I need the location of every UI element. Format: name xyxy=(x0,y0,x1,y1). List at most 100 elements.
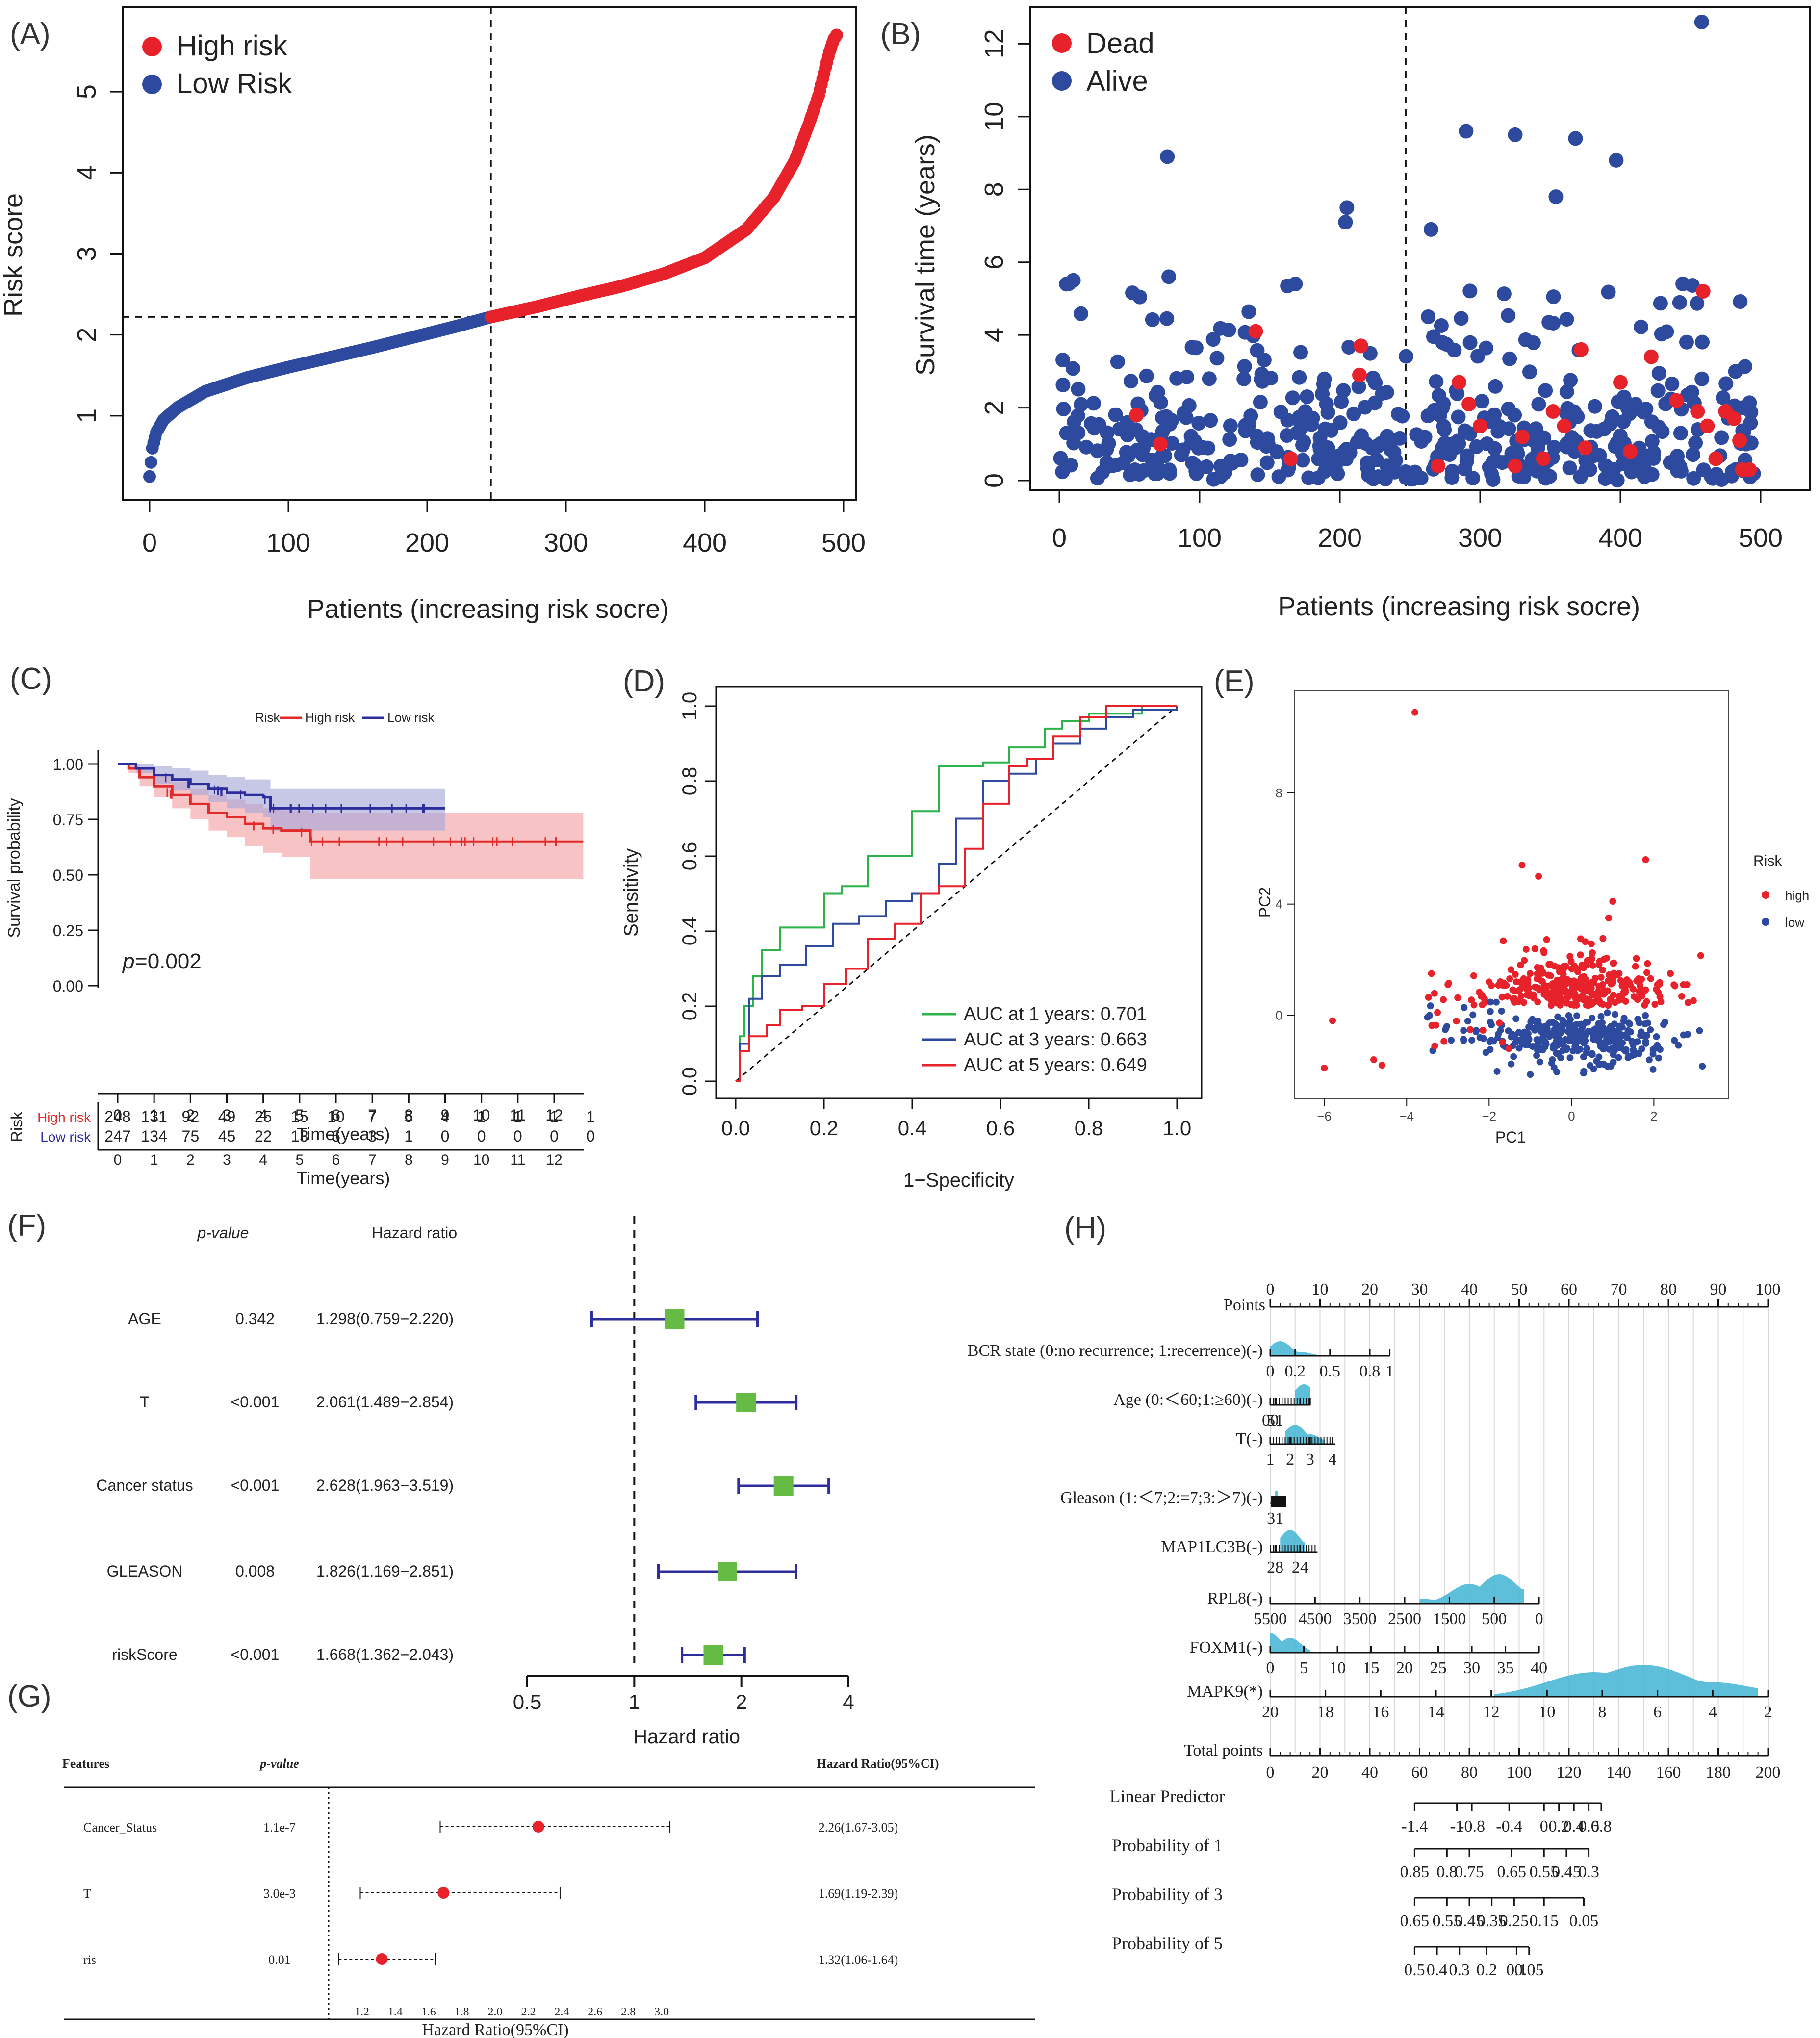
data-point-high xyxy=(1522,978,1529,985)
pvalue-label: p xyxy=(122,949,134,973)
x-tick-label: 200 xyxy=(405,528,449,558)
risk-table-count: 134 xyxy=(141,1127,167,1145)
data-point-alive xyxy=(1673,426,1688,441)
data-point-low xyxy=(1615,1044,1622,1051)
data-point-alive xyxy=(1369,453,1384,468)
total-points-tick-label: 100 xyxy=(1507,1763,1532,1782)
total-points-tick-label: 180 xyxy=(1706,1763,1731,1782)
x-tick-label: 4 xyxy=(259,1106,268,1124)
lp-tick-label: 0.2 xyxy=(1548,1817,1569,1835)
y-tick-label: 0.25 xyxy=(53,922,83,940)
density-shape xyxy=(1419,1574,1524,1604)
data-point-low xyxy=(1554,1042,1561,1049)
data-point-high xyxy=(1428,970,1435,977)
data-point-alive xyxy=(1378,471,1393,486)
y-tick-label: 8 xyxy=(1276,786,1282,800)
data-point-alive xyxy=(1108,407,1123,422)
data-point-dead xyxy=(1708,451,1723,466)
density-shape xyxy=(1270,1341,1320,1356)
data-point-spread xyxy=(1473,1027,1480,1034)
data-point-high xyxy=(1534,998,1541,1006)
data-point-dead xyxy=(1353,338,1368,354)
hr-marker xyxy=(376,1953,388,1965)
x-axis-label: Hazard ratio xyxy=(633,1726,740,1748)
nomogram-tick-label: 3500 xyxy=(1343,1610,1377,1628)
data-point-high xyxy=(1615,970,1623,977)
risk-table-x-tick-label: 11 xyxy=(510,1152,525,1168)
probability-tick-label: 0.3 xyxy=(1578,1863,1599,1881)
data-point-high xyxy=(1574,968,1581,975)
legend-marker-dead xyxy=(1052,33,1072,53)
y-tick-label: 0.2 xyxy=(678,992,701,1020)
y-tick-label: 12 xyxy=(979,29,1009,58)
points-tick-label: 90 xyxy=(1710,1280,1727,1299)
risk-table-x-tick-label: 0 xyxy=(114,1152,122,1168)
row-pvalue: <0.001 xyxy=(231,1646,280,1663)
risk-table-count: 3 xyxy=(368,1127,377,1145)
panel-a: 0 100 200 300 400 500 1 2 3 4 5 Patients (increasin… xyxy=(0,6,866,624)
data-point-alive xyxy=(1188,463,1204,479)
data-point-alive xyxy=(1447,342,1462,357)
data-point-alive xyxy=(1598,458,1613,473)
data-point-low xyxy=(1609,1033,1616,1041)
y-tick-label: 5 xyxy=(72,84,102,99)
nomogram-tick-label: 3 xyxy=(1306,1451,1314,1469)
total-points-label: Total points xyxy=(1184,1741,1263,1759)
data-point-low xyxy=(1655,1054,1663,1062)
x-tick-label: 1 xyxy=(150,1106,158,1124)
nomogram-row-label: FOXM1(-) xyxy=(1190,1638,1263,1656)
risk-table-count: 0 xyxy=(550,1127,559,1145)
data-point-dead xyxy=(1643,349,1659,364)
data-point-spread xyxy=(1499,1039,1506,1046)
data-point-high xyxy=(1548,1000,1556,1007)
data-point-high xyxy=(1643,998,1650,1005)
panel-c: 0.00 0.25 0.50 0.75 1.00 Survival probability… xyxy=(5,710,595,1188)
data-point-alive xyxy=(1634,319,1649,334)
data-point-low xyxy=(1568,1031,1576,1039)
y-axis-label: Risk score xyxy=(0,193,28,317)
data-point-alive xyxy=(1159,311,1175,326)
row-label: GLEASON xyxy=(107,1562,183,1580)
data-point-high xyxy=(1678,993,1686,1000)
nomogram-tick-label: 5500 xyxy=(1254,1610,1287,1628)
y-tick-label: 0.75 xyxy=(53,811,83,829)
column-header-hr: Hazard Ratio(95%CI) xyxy=(817,1757,939,1771)
data-point-low xyxy=(1649,1066,1657,1073)
x-tick-label: 6 xyxy=(332,1106,340,1124)
data-point-high xyxy=(1573,978,1581,986)
data-point-high xyxy=(1507,966,1514,973)
data-point-high xyxy=(1526,970,1534,977)
data-point-high xyxy=(1577,951,1584,959)
x-tick-label: 500 xyxy=(1739,523,1783,553)
data-point-alive xyxy=(1259,455,1275,470)
data-point-low xyxy=(1645,1056,1653,1064)
data-point-high xyxy=(1378,1062,1385,1069)
row-pvalue: <0.001 xyxy=(231,1477,280,1494)
row-pvalue: <0.001 xyxy=(231,1393,280,1411)
nomogram-tick-label: 15 xyxy=(1363,1659,1380,1677)
data-point-alive xyxy=(1341,340,1357,355)
data-point-dead xyxy=(1578,440,1593,456)
probability-tick-label: 0.25 xyxy=(1500,1912,1529,1930)
risk-table-x-axis-label: Time(years) xyxy=(297,1168,390,1188)
data-point-low xyxy=(1580,1070,1587,1077)
x-tick-label: 400 xyxy=(683,528,727,558)
data-point-high xyxy=(1585,1002,1592,1009)
row-pvalue: 0.008 xyxy=(235,1562,275,1580)
x-tick-label: 4 xyxy=(843,1690,854,1713)
x-tick-label: −6 xyxy=(1317,1109,1332,1123)
risk-table-count: 45 xyxy=(218,1127,236,1145)
total-points-tick-label: 80 xyxy=(1461,1763,1478,1782)
probability-tick-label: 0.4 xyxy=(1427,1961,1448,1979)
data-point-spread xyxy=(1494,1034,1502,1042)
data-point-low xyxy=(1599,1044,1606,1051)
risk-table-x-tick-label: 2 xyxy=(186,1152,195,1168)
data-point-alive xyxy=(1538,383,1553,398)
risk-table-count: 6 xyxy=(332,1127,340,1145)
data-point-high xyxy=(1599,967,1606,974)
data-point-high xyxy=(1509,986,1516,994)
data-point-alive xyxy=(1451,409,1466,425)
data-point-high xyxy=(1644,960,1651,967)
data-point-alive xyxy=(1690,296,1705,311)
data-point-high xyxy=(1610,969,1617,977)
